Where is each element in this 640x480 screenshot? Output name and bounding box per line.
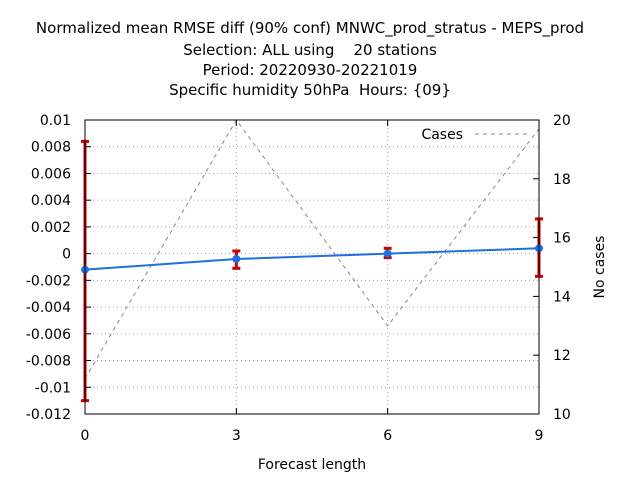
y2-tick-label: 14	[553, 289, 571, 305]
y-tick-label: 0.002	[31, 220, 71, 236]
y-tick-label: 0.004	[31, 193, 71, 209]
y-tick-label: -0.012	[26, 407, 71, 423]
y2-tick-label: 20	[553, 113, 571, 129]
y-tick-label: -0.002	[26, 273, 71, 289]
y2-tick-label: 12	[553, 348, 571, 364]
y-tick-label: 0	[62, 247, 71, 263]
y2-tick-label: 10	[553, 407, 571, 423]
rmse-diff-series	[81, 244, 543, 274]
x-tick-label: 6	[383, 428, 392, 444]
y-tick-label: 0.006	[31, 166, 71, 182]
plot-frame	[84, 119, 540, 415]
chart-subtitle-selection: Selection: ALL using 20 stations	[183, 41, 437, 59]
rmse-diff-point	[383, 249, 392, 258]
cases-line	[84, 119, 540, 379]
cases-series	[84, 119, 540, 379]
rmse-diff-line	[84, 247, 540, 271]
y2-tick-label: 16	[553, 231, 571, 247]
legend: Cases	[421, 127, 527, 143]
legend-label-cases: Cases	[421, 127, 463, 143]
x-axis-label: Forecast length	[258, 457, 366, 473]
chart-title: Normalized mean RMSE diff (90% conf) MNW…	[35, 19, 585, 37]
y2-tick-label: 18	[553, 172, 571, 188]
y-tick-label: 0.01	[40, 113, 71, 129]
y-tick-label: -0.01	[35, 380, 71, 396]
y-tick-label: -0.008	[26, 354, 71, 370]
x-tick-label: 3	[232, 428, 241, 444]
error-bars	[81, 139, 543, 403]
y-tick-label: 0.008	[31, 140, 71, 156]
chart-subtitle-period: Period: 20220930-20221019	[202, 61, 418, 79]
y-tick-label: -0.004	[26, 300, 71, 316]
grid-lines	[85, 120, 539, 414]
y-tick-label: -0.006	[26, 327, 71, 343]
rmse-diff-point	[232, 254, 241, 263]
axis-ticks: 0.01 0.008 0.006 0.004 0.002 0 -0.002 -0.004 -0.…	[26, 113, 571, 444]
x-tick-label: 9	[535, 428, 544, 444]
chart-subtitle-variable: Specific humidity 50hPa Hours: {09}	[169, 81, 451, 99]
y2-axis-label: No cases	[592, 236, 608, 299]
x-tick-label: 0	[81, 428, 90, 444]
